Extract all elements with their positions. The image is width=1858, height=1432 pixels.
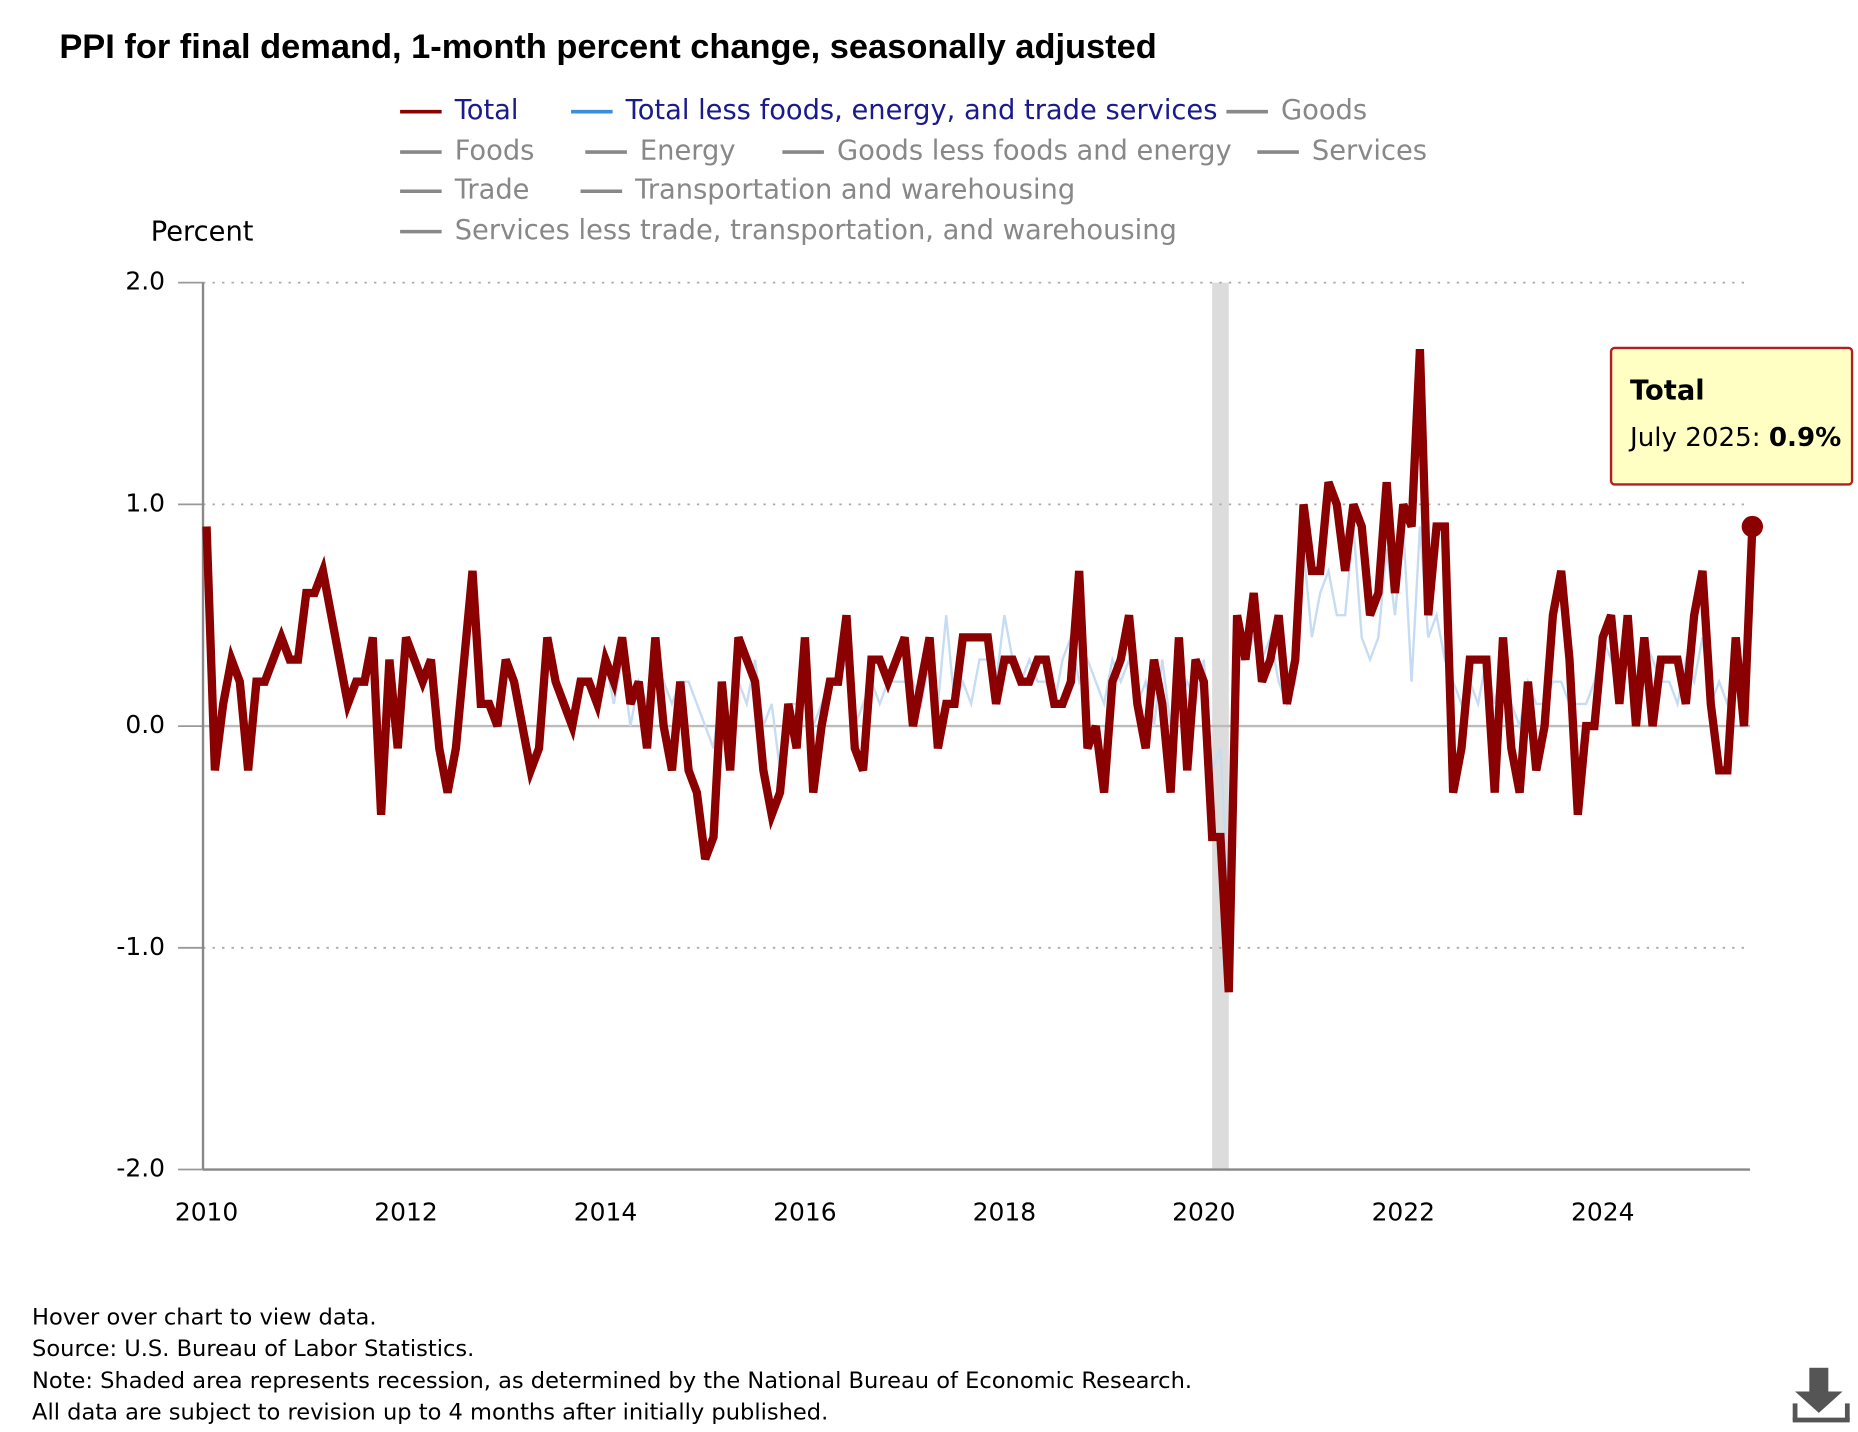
y-tick-label: 0.0 bbox=[125, 710, 165, 739]
download-arrow[interactable] bbox=[1795, 1391, 1843, 1413]
legend-label: Energy bbox=[640, 136, 736, 167]
x-tick-label: 2018 bbox=[973, 1197, 1036, 1226]
y-tick-label: 1.0 bbox=[125, 488, 165, 517]
legend-label: Total less foods, energy, and trade serv… bbox=[625, 95, 1218, 126]
legend-label: Services bbox=[1312, 136, 1427, 167]
x-tick-label: 2020 bbox=[1172, 1197, 1235, 1226]
x-tick-label: 2024 bbox=[1571, 1197, 1634, 1226]
x-tick-label: 2012 bbox=[374, 1197, 437, 1226]
legend-label: Foods bbox=[455, 136, 535, 167]
tooltip-separator: : bbox=[1752, 423, 1769, 453]
tooltip: Total July 2025: 0.9% bbox=[1609, 346, 1854, 486]
download-side[interactable] bbox=[1844, 1403, 1850, 1421]
legend-label: Trade bbox=[454, 175, 530, 206]
legend-label: Total bbox=[454, 95, 519, 126]
tooltip-title: Total bbox=[1630, 375, 1705, 406]
tooltip-value: 0.9% bbox=[1769, 423, 1841, 453]
tooltip-text: July 2025: 0.9% bbox=[1628, 423, 1841, 453]
x-tick-label: 2010 bbox=[175, 1197, 238, 1226]
y-tick-label: 2.0 bbox=[125, 267, 165, 296]
y-axis-label: Percent bbox=[151, 216, 254, 247]
legend-label: Services less trade, transportation, and… bbox=[455, 215, 1177, 246]
legend-label: Goods less foods and energy bbox=[837, 136, 1232, 167]
download-stem[interactable] bbox=[1809, 1367, 1829, 1394]
footnote: Note: Shaded area represents recession, … bbox=[32, 1368, 1192, 1394]
chart-title: PPI for final demand, 1-month percent ch… bbox=[59, 28, 1156, 66]
legend-label: Transportation and warehousing bbox=[634, 175, 1075, 206]
download-base[interactable] bbox=[1792, 1417, 1850, 1423]
x-tick-label: 2022 bbox=[1372, 1197, 1435, 1226]
y-tick-label: -1.0 bbox=[116, 932, 165, 961]
highlight-point bbox=[1741, 515, 1764, 538]
legend-label: Goods bbox=[1281, 95, 1367, 126]
tooltip-date: July 2025 bbox=[1628, 423, 1752, 453]
series-line bbox=[202, 348, 1757, 993]
footnote: Hover over chart to view data. bbox=[32, 1304, 376, 1330]
tooltip-box bbox=[1609, 346, 1854, 486]
y-tick-label: -2.0 bbox=[116, 1154, 165, 1183]
download-side[interactable] bbox=[1792, 1403, 1798, 1421]
x-tick-label: 2014 bbox=[574, 1197, 637, 1226]
x-tick-label: 2016 bbox=[773, 1197, 836, 1226]
download-icon[interactable] bbox=[1792, 1367, 1850, 1423]
footnote: Source: U.S. Bureau of Labor Statistics. bbox=[32, 1336, 474, 1362]
footnote: All data are subject to revision up to 4… bbox=[32, 1400, 828, 1426]
